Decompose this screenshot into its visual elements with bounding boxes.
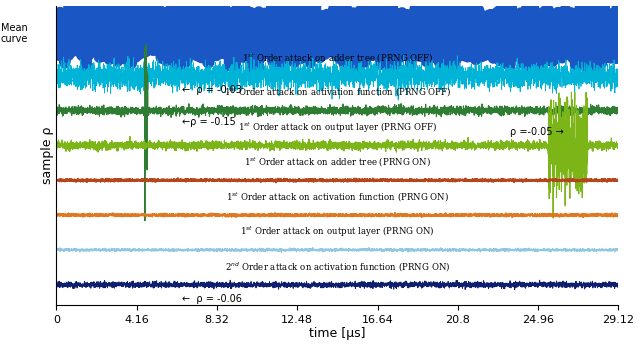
- Text: 1$^{st}$ Order attack on adder tree (PRNG ON): 1$^{st}$ Order attack on adder tree (PRN…: [244, 156, 431, 169]
- Text: 2$^{nd}$ Order attack on activation function (PRNG ON): 2$^{nd}$ Order attack on activation func…: [225, 260, 450, 274]
- Text: ←  ρ = -0.06: ← ρ = -0.06: [182, 294, 242, 304]
- Text: 1$^{st}$ Order attack on adder tree (PRNG OFF): 1$^{st}$ Order attack on adder tree (PRN…: [242, 51, 433, 64]
- Text: ←  ρ = -0.03: ← ρ = -0.03: [182, 85, 242, 94]
- X-axis label: time [µs]: time [µs]: [309, 327, 365, 340]
- Text: 1$^{st}$ Order attack on activation function (PRNG ON): 1$^{st}$ Order attack on activation func…: [226, 191, 449, 204]
- Text: Mean
curve: Mean curve: [1, 22, 28, 44]
- Y-axis label: sample ρ: sample ρ: [41, 127, 54, 184]
- Text: 1$^{st}$ Order attack on activation function (PRNG OFF): 1$^{st}$ Order attack on activation func…: [223, 86, 451, 99]
- Text: ←ρ = -0.15: ←ρ = -0.15: [182, 117, 236, 127]
- Text: 1$^{st}$ Order attack on output layer (PRNG OFF): 1$^{st}$ Order attack on output layer (P…: [238, 120, 437, 135]
- Text: ρ =-0.05 →: ρ =-0.05 →: [510, 127, 564, 137]
- Text: 1$^{st}$ Order attack on output layer (PRNG ON): 1$^{st}$ Order attack on output layer (P…: [240, 225, 435, 239]
